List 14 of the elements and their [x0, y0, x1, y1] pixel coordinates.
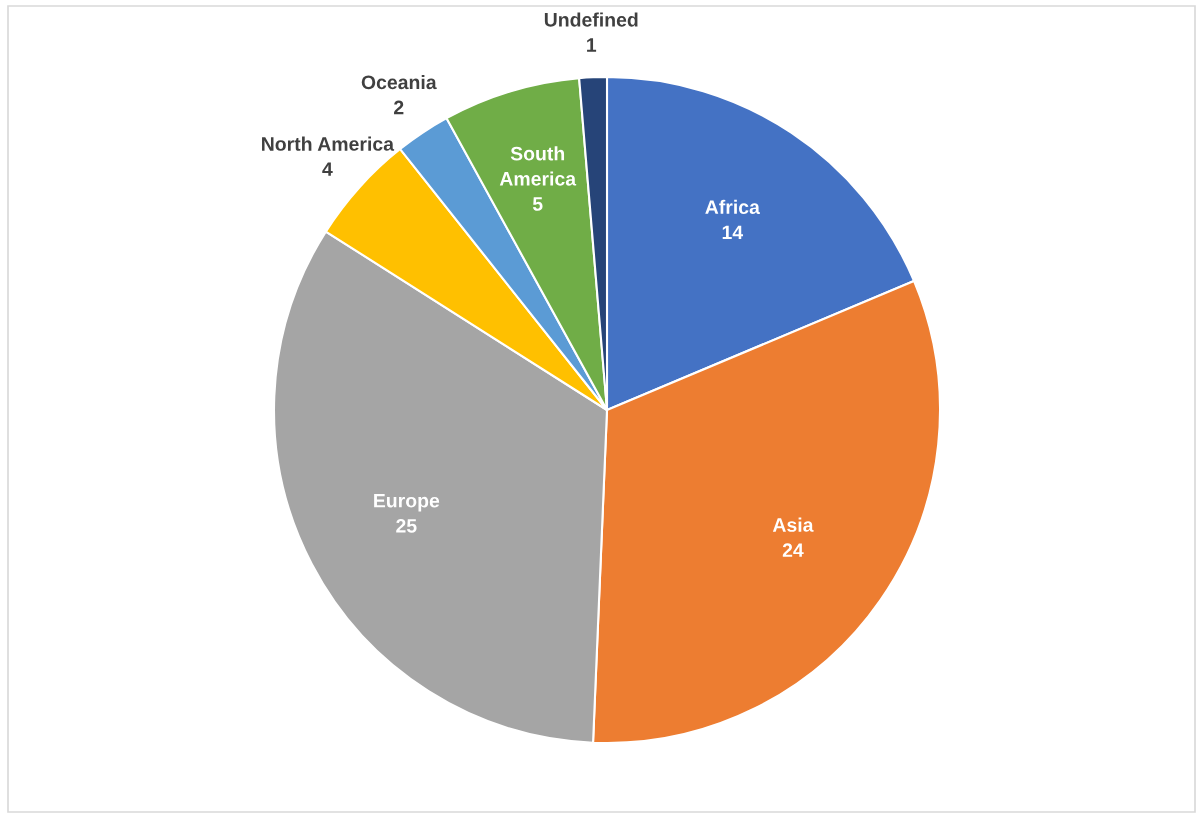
- data-label: 2: [394, 100, 404, 115]
- data-label: 5: [532, 197, 543, 211]
- slice-label: South America: [499, 146, 577, 186]
- slice-label: Europe: [374, 493, 440, 512]
- data-label: 4: [322, 162, 333, 176]
- slice-label: North America: [262, 136, 395, 151]
- slice-label: Africa: [705, 199, 760, 215]
- data-label: 14: [722, 225, 744, 240]
- slice-label: Oceania: [361, 74, 437, 90]
- slice-label: Undefined: [544, 12, 638, 27]
- data-label: 24: [782, 543, 804, 557]
- slice-label: Asia: [772, 517, 814, 532]
- data-label: 1: [587, 38, 597, 52]
- data-label: 25: [396, 518, 417, 533]
